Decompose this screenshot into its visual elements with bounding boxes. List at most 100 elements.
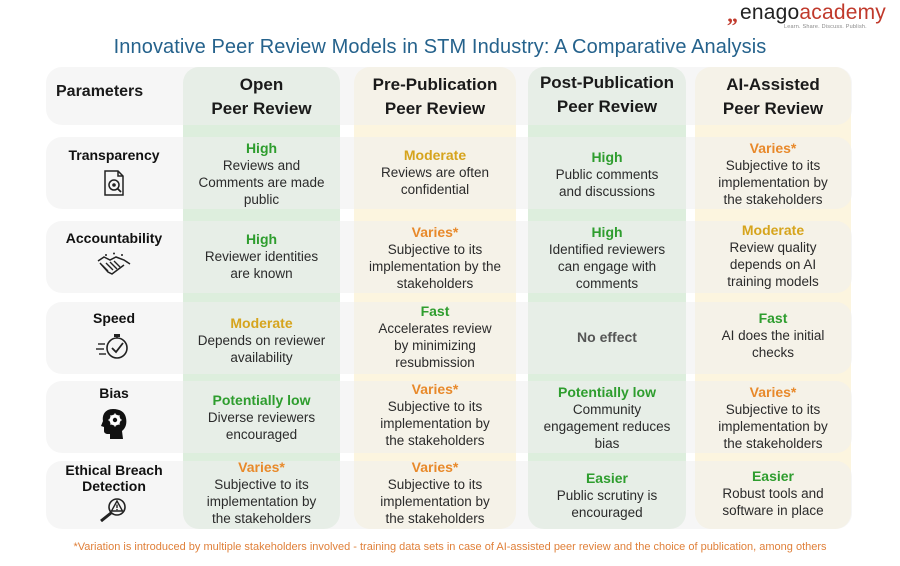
level-text: Moderate — [230, 314, 293, 331]
logo-academy-text: academy — [799, 1, 886, 24]
description-text: Subjective to its implementation by the … — [718, 402, 828, 451]
cell-ai-bias: Varies* Subjective to its implementation… — [695, 383, 851, 453]
level-text: Fast — [420, 303, 450, 319]
page-title: Innovative Peer Review Models in STM Ind… — [113, 36, 767, 58]
row-band-ethical-breach — [46, 461, 852, 529]
column-header-open: Open Peer Review — [183, 72, 340, 122]
param-label: Speed — [92, 310, 135, 326]
column-header-post-publication: Post-Publication Peer Review — [528, 70, 686, 120]
head-gear-icon — [101, 409, 127, 439]
description-text: Subjective to its implementation by the … — [718, 158, 828, 207]
cell-pre-ethical: Varies* Subjective to its implementation… — [354, 458, 516, 528]
cell-pre-speed: Fast Accelerates review by minimizing re… — [354, 302, 516, 372]
description-text: Review quality depends on AI training mo… — [727, 240, 819, 289]
footnote: *Variation is introduced by multiple sta… — [73, 541, 827, 553]
column-header-line2: Peer Review — [722, 99, 824, 118]
level-text: Fast — [758, 309, 788, 326]
level-text: Varies* — [749, 384, 797, 400]
level-text: High — [591, 149, 623, 165]
cell-pre-transparency: Moderate Reviews are often confidential — [354, 139, 516, 209]
level-text: Potentially low — [212, 391, 311, 408]
cell-pre-accountability: Varies* Subjective to its implementation… — [354, 223, 516, 293]
description-text: Diverse reviewers encouraged — [207, 409, 316, 442]
header-row-band — [46, 67, 852, 125]
column-header-line1: Post-Publication — [539, 73, 675, 92]
description-text: Subjective to its implementation by the … — [368, 242, 502, 291]
cell-ai-speed: Fast AI does the initial checks — [695, 302, 851, 368]
level-text: Potentially low — [557, 384, 656, 400]
parameters-header: Parameters — [56, 83, 144, 100]
param-label: Transparency — [68, 147, 160, 163]
param-label: Bias — [99, 385, 129, 401]
row-band-transparency — [46, 137, 852, 209]
description-text: Accelerates review by minimizing resubmi… — [378, 321, 492, 370]
enago-academy-logo[interactable]: „ enagoacademy Learn. Share. Discuss. Pu… — [727, 2, 886, 34]
cell-post-ethical: Easier Public scrutiny is encouraged — [528, 466, 686, 524]
cell-post-transparency: High Public comments and discussions — [528, 139, 686, 209]
level-text: Varies* — [411, 459, 459, 475]
cell-post-bias: Potentially low Community engagement red… — [528, 383, 686, 453]
logo-mark: „ — [726, 2, 738, 27]
column-header-line2: Peer Review — [211, 99, 312, 118]
description-text: Public comments and discussions — [555, 167, 659, 199]
cell-pre-bias: Varies* Subjective to its implementation… — [354, 380, 516, 450]
handshake-icon — [97, 252, 131, 275]
level-text: Varies* — [238, 459, 285, 475]
column-header-pre-publication: Pre-Publication Peer Review — [354, 72, 516, 122]
description-text: Identified reviewers can engage with com… — [548, 242, 666, 291]
row-band-accountability — [46, 221, 852, 293]
row-band-speed — [46, 302, 852, 374]
level-text: Varies* — [749, 140, 797, 156]
level-text: Varies* — [411, 224, 459, 240]
level-text: Moderate — [741, 222, 805, 238]
cell-post-speed: No effect — [528, 302, 686, 372]
document-search-icon — [104, 170, 124, 196]
param-accountability: Accountability — [50, 230, 178, 279]
level-text: Easier — [751, 467, 795, 484]
level-text: Easier — [585, 469, 629, 486]
warning-magnifier-icon — [100, 498, 126, 522]
description-text: Subjective to its implementation by the … — [206, 477, 317, 526]
param-label: Accountability — [65, 230, 163, 246]
stopwatch-icon — [96, 334, 128, 359]
description-text: Reviewer identities are known — [204, 249, 319, 281]
cell-ai-transparency: Varies* Subjective to its implementation… — [695, 139, 851, 209]
description-text: Reviews are often confidential — [380, 165, 490, 197]
level-text: High — [245, 231, 278, 247]
cell-open-ethical: Varies* Subjective to its implementation… — [183, 458, 340, 528]
description-text: Subjective to its implementation by the … — [380, 399, 490, 448]
cell-open-bias: Potentially low Diverse reviewers encour… — [183, 388, 340, 446]
description-text: Robust tools and software in place — [722, 485, 824, 518]
column-header-ai-assisted: AI-Assisted Peer Review — [695, 72, 851, 122]
param-transparency: Transparency — [50, 147, 178, 198]
param-speed: Speed — [50, 310, 178, 361]
column-header-line1: AI-Assisted — [726, 75, 820, 94]
column-header-line2: Peer Review — [384, 99, 486, 118]
column-header-line1: Open — [239, 75, 284, 94]
description-text: Community engagement reduces bias — [543, 402, 671, 451]
logo-tagline: Learn. Share. Discuss. Publish. — [783, 24, 867, 30]
logo-enago-text: enago — [739, 1, 800, 24]
description-text: AI does the initial checks — [721, 327, 825, 360]
row-band-bias — [46, 381, 852, 453]
cell-post-accountability: High Identified reviewers can engage wit… — [528, 223, 686, 293]
description-text: Subjective to its implementation by the … — [380, 477, 490, 526]
cell-open-accountability: High Reviewer identities are known — [183, 225, 340, 285]
description-text: Public scrutiny is encouraged — [556, 487, 658, 520]
cell-ai-ethical: Easier Robust tools and software in plac… — [695, 464, 851, 522]
param-label: Ethical Breach Detection — [65, 462, 163, 494]
level-text: High — [245, 140, 278, 156]
level-text: Varies* — [411, 381, 459, 397]
level-text: High — [591, 224, 623, 240]
description-text: Depends on reviewer availability — [197, 332, 326, 365]
cell-open-transparency: High Reviews and Comments are made publi… — [183, 139, 340, 209]
column-header-line2: Peer Review — [556, 97, 658, 116]
param-ethical-breach-detection: Ethical Breach Detection — [50, 462, 178, 522]
cell-ai-accountability: Moderate Review quality depends on AI tr… — [695, 221, 851, 291]
level-text: Moderate — [403, 147, 467, 163]
column-header-line1: Pre-Publication — [372, 75, 498, 94]
level-text: No effect — [577, 328, 637, 345]
param-bias: Bias — [50, 385, 178, 440]
cell-open-speed: Moderate Depends on reviewer availabilit… — [183, 307, 340, 373]
description-text: Reviews and Comments are made public — [198, 158, 325, 207]
